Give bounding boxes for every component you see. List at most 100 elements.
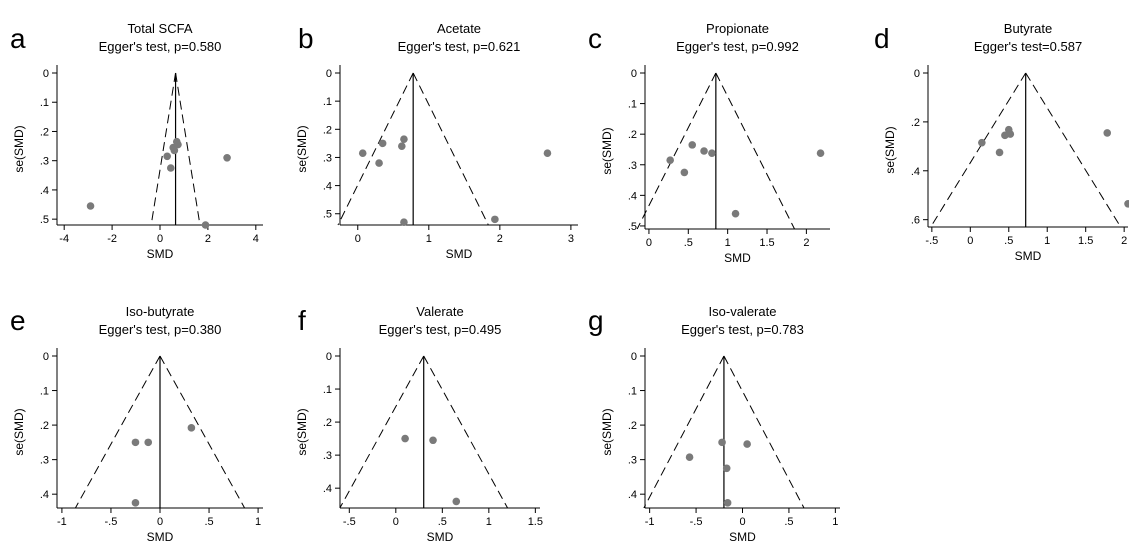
panel-subtitle: Egger's test, p=0.495 [379, 322, 502, 337]
x-tick-label: 0 [157, 233, 163, 245]
x-tick-label: 2 [497, 233, 503, 245]
y-tick-label: .3 [323, 450, 332, 462]
study-point [491, 216, 499, 224]
x-tick-label: 0 [393, 516, 399, 528]
y-tick-label: .1 [323, 384, 332, 396]
study-point [223, 154, 231, 162]
x-axis-label: SMD [427, 530, 454, 544]
panel-subtitle: Egger's test, p=0.783 [681, 322, 804, 337]
funnel-right-limit [160, 356, 245, 508]
y-tick-label: .2 [40, 126, 49, 138]
x-axis-label: SMD [724, 251, 751, 265]
study-point [996, 149, 1004, 157]
x-tick-label: 2 [803, 237, 809, 249]
y-tick-label: .6 [911, 215, 920, 227]
y-tick-label: .5 [40, 214, 49, 226]
panel-title: Acetate [437, 21, 481, 36]
study-point [544, 149, 552, 157]
y-tick-label: .1 [40, 386, 49, 398]
x-tick-label: -.5 [343, 516, 356, 528]
funnel-left-limit [340, 356, 424, 508]
x-axis-label: SMD [729, 530, 756, 544]
x-axis-label: SMD [446, 247, 473, 261]
y-tick-label: 0 [43, 68, 49, 80]
x-tick-label: 0 [355, 233, 361, 245]
panel-letter: d [874, 23, 890, 54]
x-tick-label: 2 [1121, 235, 1127, 247]
funnel-left-limit [931, 73, 1026, 227]
y-axis-label: se(SMD) [600, 127, 614, 174]
funnel-right-limit [724, 356, 804, 508]
y-axis-label: se(SMD) [295, 408, 309, 455]
funnel-right-limit [413, 73, 488, 225]
study-point [144, 439, 152, 447]
study-point [978, 139, 986, 147]
funnel-right-limit [1026, 73, 1121, 227]
x-tick-label: 1 [1044, 235, 1050, 247]
study-point [359, 149, 367, 157]
funnel-right-limit [424, 356, 508, 508]
panel-subtitle: Egger's test, p=0.380 [99, 322, 222, 337]
x-tick-label: 1.5 [528, 516, 543, 528]
y-tick-label: 0 [914, 68, 920, 80]
x-tick-label: 1 [832, 516, 838, 528]
study-point [688, 141, 696, 149]
panel-subtitle: Egger's test, p=0.580 [99, 39, 222, 54]
x-tick-label: -.5 [925, 235, 938, 247]
funnel-panel-g: g Iso-valerateEgger's test, p=0.783-1 -.5 0… [588, 304, 840, 544]
study-point [1103, 129, 1111, 137]
y-axis-label: se(SMD) [883, 126, 897, 173]
study-point [400, 218, 408, 226]
y-tick-label: .4 [911, 166, 920, 178]
study-point [452, 498, 460, 506]
y-tick-label: .4 [323, 483, 332, 495]
study-point [723, 464, 731, 472]
study-point [132, 439, 140, 447]
y-tick-label: .4 [323, 181, 332, 193]
x-tick-label: 3 [568, 233, 574, 245]
y-tick-label: .3 [40, 455, 49, 467]
y-axis-label: se(SMD) [12, 408, 26, 455]
x-tick-label: .5 [438, 516, 447, 528]
panel-letter: g [588, 305, 604, 336]
y-tick-label: 0 [326, 351, 332, 363]
x-tick-label: 1.5 [759, 237, 774, 249]
funnel-panel-b: b Acetate Egger's test, p=0.621 0 1 2 3 0 .1 .2 .3… [295, 21, 578, 261]
study-point [1007, 130, 1015, 138]
y-tick-label: .1 [628, 386, 637, 398]
study-point [163, 153, 171, 161]
y-tick-label: .2 [323, 124, 332, 136]
funnel-left-limit [75, 356, 160, 508]
y-tick-label: .2 [40, 420, 49, 432]
study-point [400, 135, 408, 143]
x-tick-label: 1 [486, 516, 492, 528]
panel-title: Butyrate [1004, 21, 1052, 36]
x-tick-label: -.5 [690, 516, 703, 528]
y-tick-label: .2 [323, 417, 332, 429]
panel-title: Iso-butyrate [126, 304, 195, 319]
panel-letter: f [298, 305, 306, 336]
y-tick-label: .3 [628, 455, 637, 467]
panel-letter: e [10, 305, 26, 336]
y-tick-label: .5 [323, 209, 332, 221]
x-tick-label: -.5 [105, 516, 118, 528]
y-axis-label: se(SMD) [600, 408, 614, 455]
study-point [686, 453, 694, 461]
study-point [700, 147, 708, 155]
y-tick-label: .5 [628, 221, 637, 233]
study-point [743, 440, 751, 448]
panel-title: Propionate [706, 21, 769, 36]
x-tick-label: 0 [739, 516, 745, 528]
panel-title: Iso-valerate [709, 304, 777, 319]
y-tick-label: .3 [628, 160, 637, 172]
funnel-right-limit [716, 73, 795, 229]
x-axis-label: SMD [147, 530, 174, 544]
y-tick-label: .1 [323, 96, 332, 108]
study-point [401, 435, 409, 443]
study-point [379, 140, 387, 148]
y-tick-label: .4 [40, 489, 49, 501]
panel-subtitle: Egger's test, p=0.992 [676, 39, 799, 54]
study-point [132, 499, 140, 507]
funnel-left-limit [644, 356, 724, 508]
